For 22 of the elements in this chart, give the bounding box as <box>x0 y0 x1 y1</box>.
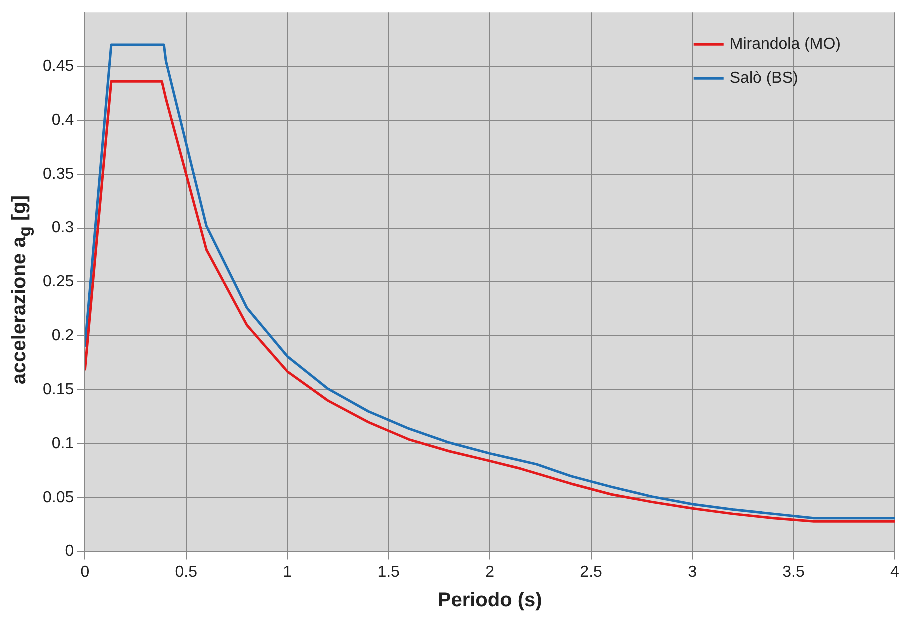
x-tick-label: 4 <box>890 564 900 581</box>
x-tick-label: 2 <box>486 564 495 581</box>
x-tick-label: 2.5 <box>580 564 603 581</box>
y-tick-label: 0.45 <box>43 58 74 75</box>
y-tick-label: 0.3 <box>52 220 74 237</box>
x-tick-label: 1.5 <box>378 564 400 581</box>
x-tick-label: 0 <box>80 564 90 581</box>
legend-label: Mirandola (MO) <box>730 36 842 54</box>
y-tick-label: 0.15 <box>43 381 74 398</box>
x-tick-label: 3 <box>688 564 698 581</box>
x-tick-label: 1 <box>283 564 292 581</box>
y-tick-label: 0 <box>65 543 74 560</box>
legend-label: Salò (BS) <box>730 70 798 88</box>
y-tick-label: 0.1 <box>52 435 74 452</box>
y-tick-label: 0.4 <box>52 112 74 129</box>
y-tick-label: 0.05 <box>43 489 74 506</box>
x-tick-label: 0.5 <box>175 564 198 581</box>
y-tick-label: 0.2 <box>52 328 74 345</box>
x-axis-title: Periodo (s) <box>438 590 542 612</box>
x-tick-label: 3.5 <box>782 564 805 581</box>
y-tick-label: 0.35 <box>43 166 74 183</box>
y-tick-label: 0.25 <box>43 274 74 291</box>
